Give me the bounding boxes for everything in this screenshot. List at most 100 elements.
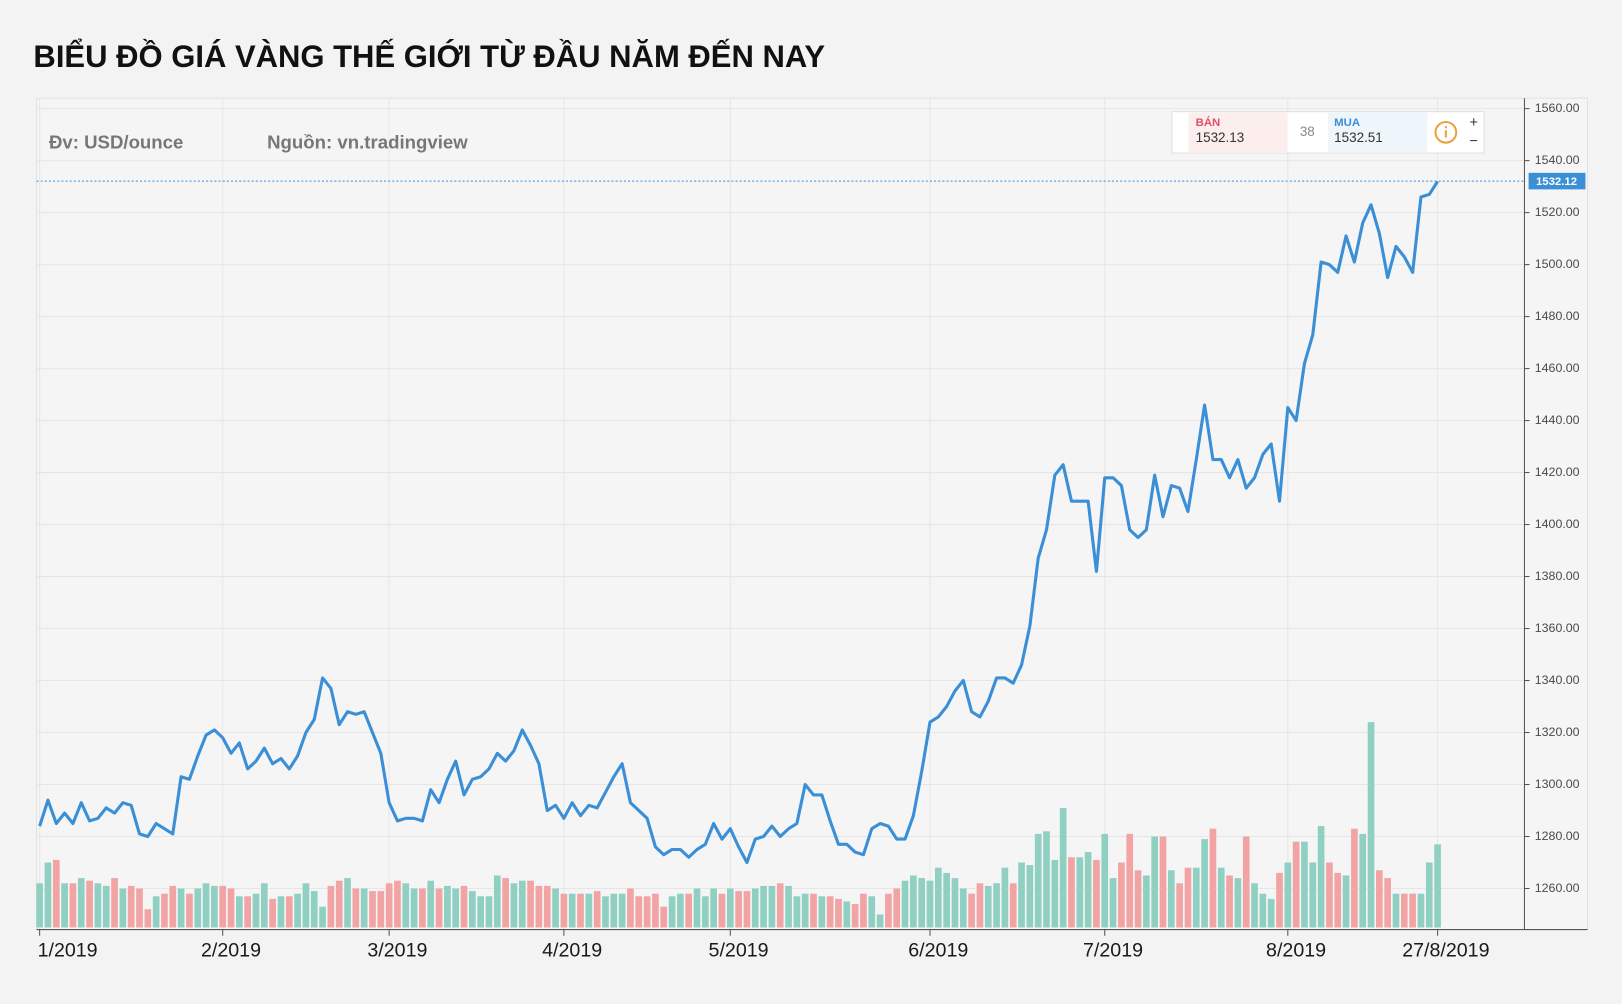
volume-bar: [1068, 857, 1075, 928]
volume-bar: [1084, 852, 1092, 928]
volume-bar: [652, 893, 659, 928]
volume-bar: [236, 896, 243, 928]
volume-bar: [860, 893, 867, 928]
y-tick-label: 1360.00: [1535, 621, 1580, 635]
volume-bar: [52, 859, 60, 928]
volume-bar: [885, 893, 892, 928]
volume-bar: [1392, 893, 1400, 928]
volume-bar: [1400, 893, 1408, 928]
volume-bar: [1134, 870, 1142, 928]
volume-bar: [369, 891, 376, 928]
volume-bar: [202, 883, 210, 928]
volume-bar: [1301, 841, 1308, 928]
volume-bar: [211, 885, 218, 928]
volume-bar: [818, 896, 826, 928]
y-tick-label: 1540.00: [1535, 153, 1580, 167]
volume-bar: [402, 883, 410, 928]
volume-bar: [260, 883, 268, 928]
plot-area: [36, 97, 1589, 931]
volume-bar: [177, 888, 185, 928]
volume-bar: [1101, 833, 1109, 928]
volume-bar: [1059, 807, 1067, 928]
volume-bar: [826, 896, 834, 928]
volume-bar: [743, 891, 751, 928]
volume-bar: [735, 891, 742, 928]
info-icon-dot: [1444, 126, 1447, 129]
volume-bar: [1292, 841, 1300, 928]
volume-bar: [319, 906, 326, 928]
volume-bar: [618, 893, 626, 928]
volume-bar: [435, 888, 443, 928]
volume-bar: [252, 893, 260, 928]
volume-bar: [710, 888, 717, 928]
volume-bar: [1051, 859, 1059, 928]
sell-box[interactable]: [1188, 112, 1288, 152]
volume-bar: [1376, 870, 1383, 928]
volume-bar: [410, 888, 418, 928]
y-tick-label: 1560.00: [1535, 101, 1580, 115]
volume-bar: [1209, 828, 1217, 928]
volume-bar: [161, 893, 168, 928]
plus-button[interactable]: +: [1470, 115, 1478, 131]
sell-price: 1532.13: [1196, 130, 1245, 145]
volume-bar: [560, 893, 568, 928]
y-tick-label: 1340.00: [1535, 673, 1580, 687]
volume-bar: [552, 888, 559, 928]
volume-bar: [269, 898, 276, 928]
volume-bar: [1118, 862, 1125, 928]
volume-bar: [602, 896, 609, 928]
volume-bar: [394, 880, 401, 928]
volume-bar: [285, 896, 293, 928]
volume-bar: [976, 883, 984, 928]
volume-bar: [685, 893, 693, 928]
volume-bar: [835, 898, 842, 928]
info-icon[interactable]: [1434, 120, 1458, 144]
buy-box[interactable]: [1327, 112, 1428, 152]
volume-bar: [344, 878, 351, 928]
volume-bar: [377, 891, 385, 928]
trade-widget: BÁN 1532.13 38 MUA 1532.51 + −: [1171, 111, 1485, 154]
volume-bar: [1276, 872, 1283, 928]
y-tick-label: 1440.00: [1535, 413, 1580, 427]
volume-bar: [585, 893, 593, 928]
volume-bar: [951, 878, 959, 928]
volume-bar: [1034, 833, 1042, 928]
volume-bar: [194, 888, 202, 928]
volume-bar: [959, 888, 967, 928]
volume-bar: [502, 878, 509, 928]
volume-bar: [918, 878, 926, 928]
volume-bar: [843, 901, 851, 928]
volume-bar: [793, 896, 801, 928]
volume-bar: [577, 893, 584, 928]
volume-bar: [1384, 878, 1391, 928]
volume-bar: [568, 893, 576, 928]
volume-bar: [294, 893, 301, 928]
volume-bar: [186, 893, 193, 928]
volume-bar: [1001, 867, 1009, 928]
spread: 38: [1300, 124, 1315, 139]
volume-bar: [485, 896, 493, 928]
volume-bar: [335, 880, 343, 928]
volume-bar: [718, 893, 726, 928]
volume-bar: [69, 883, 77, 928]
volume-bar: [460, 885, 468, 928]
volume-bar: [102, 885, 110, 928]
volume-bar: [1143, 875, 1150, 928]
volume-bar: [810, 893, 817, 928]
volume-bar: [527, 880, 534, 928]
volume-bar: [1267, 898, 1275, 928]
volume-bar: [1342, 875, 1350, 928]
volume-bar: [94, 883, 102, 928]
volume-bar: [152, 896, 160, 928]
x-tick-label: 8/2019: [1266, 939, 1326, 961]
volume-bar: [136, 888, 143, 928]
volume-bar: [934, 867, 942, 928]
volume-bar: [469, 891, 476, 928]
minus-button[interactable]: −: [1470, 133, 1478, 149]
price-tag-label: 1532.12: [1536, 176, 1577, 188]
title: BIỂU ĐỒ GIÁ VÀNG THẾ GIỚI TỪ ĐẦU NĂM ĐẾN…: [33, 38, 825, 74]
volume-bar: [1367, 722, 1375, 928]
volume-bar: [1409, 893, 1416, 928]
volume-bar: [901, 880, 909, 928]
volume-bar: [119, 888, 127, 928]
